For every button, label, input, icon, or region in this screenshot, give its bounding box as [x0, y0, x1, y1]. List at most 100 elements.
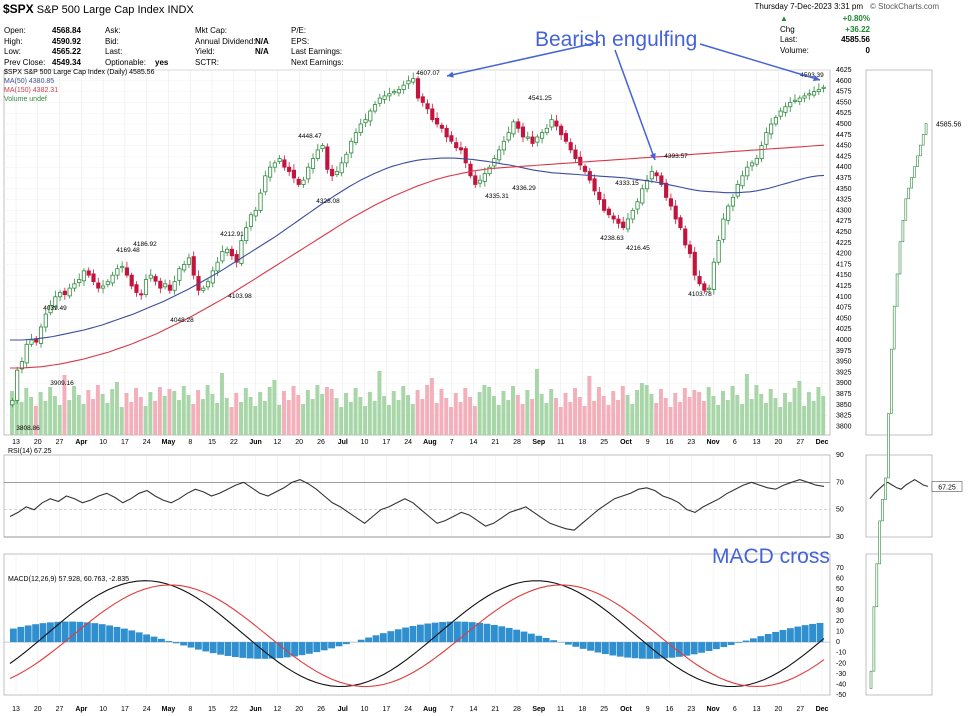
- symbol: $SPX: [3, 2, 34, 16]
- candle: [516, 121, 521, 129]
- volume-bar: [596, 387, 601, 435]
- x-tick-label-macd: 15: [208, 706, 216, 713]
- price-tick-label: 4400: [836, 164, 852, 171]
- macd-histogram-bar: [84, 622, 91, 643]
- price-tick-label: 4250: [836, 229, 852, 236]
- volume-bar: [215, 403, 220, 435]
- candle: [220, 251, 225, 262]
- volume-bar: [320, 394, 325, 435]
- volume-bar: [491, 396, 496, 435]
- volume-bar: [377, 371, 382, 435]
- macd-histogram-bar: [91, 623, 99, 643]
- volume-bar: [391, 391, 396, 435]
- annotation-bearish: Bearish engulfing: [535, 28, 698, 51]
- macd-histogram-bar: [468, 622, 476, 643]
- annotation-arrowhead: [649, 153, 656, 160]
- candle: [697, 276, 702, 285]
- volume-bar: [334, 398, 339, 435]
- volume-bar: [639, 383, 644, 435]
- annotation-arrow: [446, 41, 601, 77]
- candle: [139, 293, 144, 296]
- candle: [91, 273, 96, 283]
- macd-histogram-bar: [232, 642, 239, 658]
- volume-bar: [258, 392, 263, 435]
- candle: [544, 127, 549, 134]
- macd-histogram-bar: [565, 642, 572, 645]
- volume-bar: [296, 395, 301, 435]
- x-tick-label: Aug: [423, 439, 437, 446]
- volume-bar: [511, 386, 516, 435]
- candle: [788, 101, 793, 108]
- candle: [258, 192, 263, 211]
- macd-tick-label: 0: [836, 639, 840, 646]
- price-tick-label: 4575: [836, 89, 852, 96]
- candle: [606, 208, 611, 216]
- legend-ma50: MA(50) 4380.85: [4, 78, 55, 85]
- candle: [38, 326, 44, 344]
- x-tick-label: Dec: [816, 439, 829, 446]
- volume-bar: [167, 389, 172, 435]
- candle: [458, 147, 464, 151]
- volume-bar: [778, 407, 783, 435]
- macd-histogram-bar: [328, 642, 335, 649]
- volume-bar: [301, 404, 306, 435]
- candle: [754, 158, 759, 165]
- macd-histogram-bar: [698, 642, 705, 653]
- macd-histogram-bar: [39, 623, 47, 643]
- candle: [263, 175, 268, 193]
- x-tick-label-macd: May: [162, 706, 176, 713]
- price-tick-label: 3875: [836, 391, 852, 398]
- volume-bar: [668, 407, 673, 435]
- macd-tick-label: 40: [836, 597, 844, 604]
- volume-bar: [33, 406, 38, 435]
- candle: [501, 140, 506, 151]
- volume-bar: [14, 393, 19, 435]
- macd-histogram-bar: [809, 623, 816, 643]
- volume-bar: [501, 391, 506, 435]
- price-tick-label: 3950: [836, 359, 852, 366]
- candle: [621, 221, 626, 229]
- x-tick-label-macd: 9: [646, 706, 650, 713]
- macd-histogram-bar: [579, 642, 587, 649]
- macd-histogram-bar: [750, 638, 757, 643]
- candle: [702, 283, 707, 291]
- macd-histogram-bar: [24, 625, 32, 643]
- candle: [802, 95, 807, 99]
- candle: [306, 166, 311, 180]
- volume-bar: [38, 392, 43, 435]
- macd-histogram-bar: [461, 621, 469, 643]
- macd-histogram-bar: [616, 642, 624, 657]
- macd-histogram-bar: [217, 642, 224, 655]
- volume-bar: [210, 394, 215, 435]
- annotation-macd: MACD cross: [712, 545, 830, 568]
- volume-bar: [43, 401, 48, 435]
- macd-histogram-bar: [283, 642, 291, 658]
- macd-histogram-bar: [816, 622, 824, 643]
- x-tick-label-macd: 28: [513, 706, 521, 713]
- volume-bar: [253, 406, 258, 435]
- macd-histogram-bar: [76, 621, 84, 643]
- rsi-tick-label: 90: [836, 452, 844, 459]
- mini-candle: [916, 155, 919, 167]
- volume-bar: [701, 401, 706, 435]
- candle: [716, 240, 721, 263]
- macd-tick-label: 30: [836, 607, 844, 614]
- candle: [143, 279, 149, 296]
- candle: [205, 281, 211, 288]
- volume-bar: [305, 390, 310, 435]
- volume-bar: [191, 404, 196, 435]
- volume-bar: [673, 393, 678, 435]
- mini-price-frame: [865, 69, 933, 436]
- macd-histogram-bar: [454, 621, 461, 643]
- candle: [349, 140, 354, 154]
- volume-bar: [315, 385, 320, 435]
- volume-bar: [625, 395, 630, 435]
- candle: [167, 284, 172, 291]
- x-tick-label-macd: 8: [188, 706, 192, 713]
- price-point-label: 4448.47: [298, 133, 322, 140]
- x-tick-label: 7: [450, 439, 454, 446]
- x-tick-label: 21: [491, 439, 499, 446]
- volume-bar: [81, 404, 86, 435]
- macd-histogram-bar: [313, 642, 321, 653]
- macd-histogram-bar: [550, 640, 557, 643]
